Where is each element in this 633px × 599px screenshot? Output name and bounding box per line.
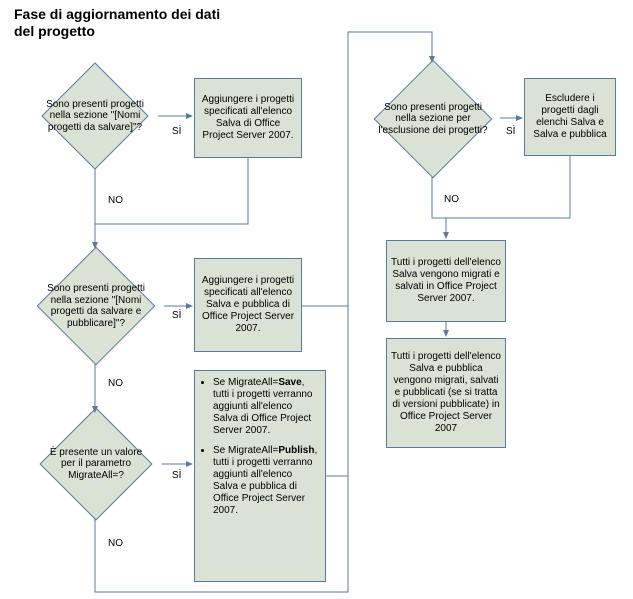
action-migrate-publish: Tutti i progetti dell'elenco Salva e pub…	[386, 338, 506, 448]
label-no: NO	[108, 538, 123, 549]
label-si: SÌ	[172, 126, 181, 137]
action-exclude-projects: Escludere i progetti dagli elenchi Salva…	[524, 78, 616, 156]
diagram-title: Fase di aggiornamento dei dati del proge…	[14, 6, 234, 40]
decision-save-publish-projects: Sono presenti progetti nella sezione "[N…	[24, 244, 168, 368]
action-add-save-list: Aggiungere i progetti specificati all'el…	[194, 78, 302, 158]
decision-migrateall-param: È presente un valore per il parametro Mi…	[28, 408, 164, 520]
text: Se MigrateAll=	[213, 445, 278, 456]
decision-save-projects: Sono presenti progetti nella sezione "[N…	[30, 62, 160, 170]
label-si: SÌ	[172, 470, 181, 481]
label-no: NO	[444, 194, 459, 205]
label-no: NO	[108, 195, 123, 206]
label-si: SÌ	[506, 126, 515, 137]
text-bold: Save	[278, 377, 301, 388]
decision-exclusion-projects: Sono presenti progetti nella sezione per…	[364, 60, 502, 178]
label-no: NO	[108, 378, 123, 389]
action-migrate-save: Tutti i progetti dell'elenco Salva vengo…	[386, 240, 506, 322]
action-migrateall-details: Se MigrateAll=Save, tutti i progetti ver…	[194, 370, 326, 582]
text: Se MigrateAll=	[213, 377, 278, 388]
action-add-save-publish-list: Aggiungere i progetti specificati all'el…	[194, 258, 302, 352]
label-si: SÌ	[172, 310, 181, 321]
text-bold: Publish	[278, 445, 314, 456]
